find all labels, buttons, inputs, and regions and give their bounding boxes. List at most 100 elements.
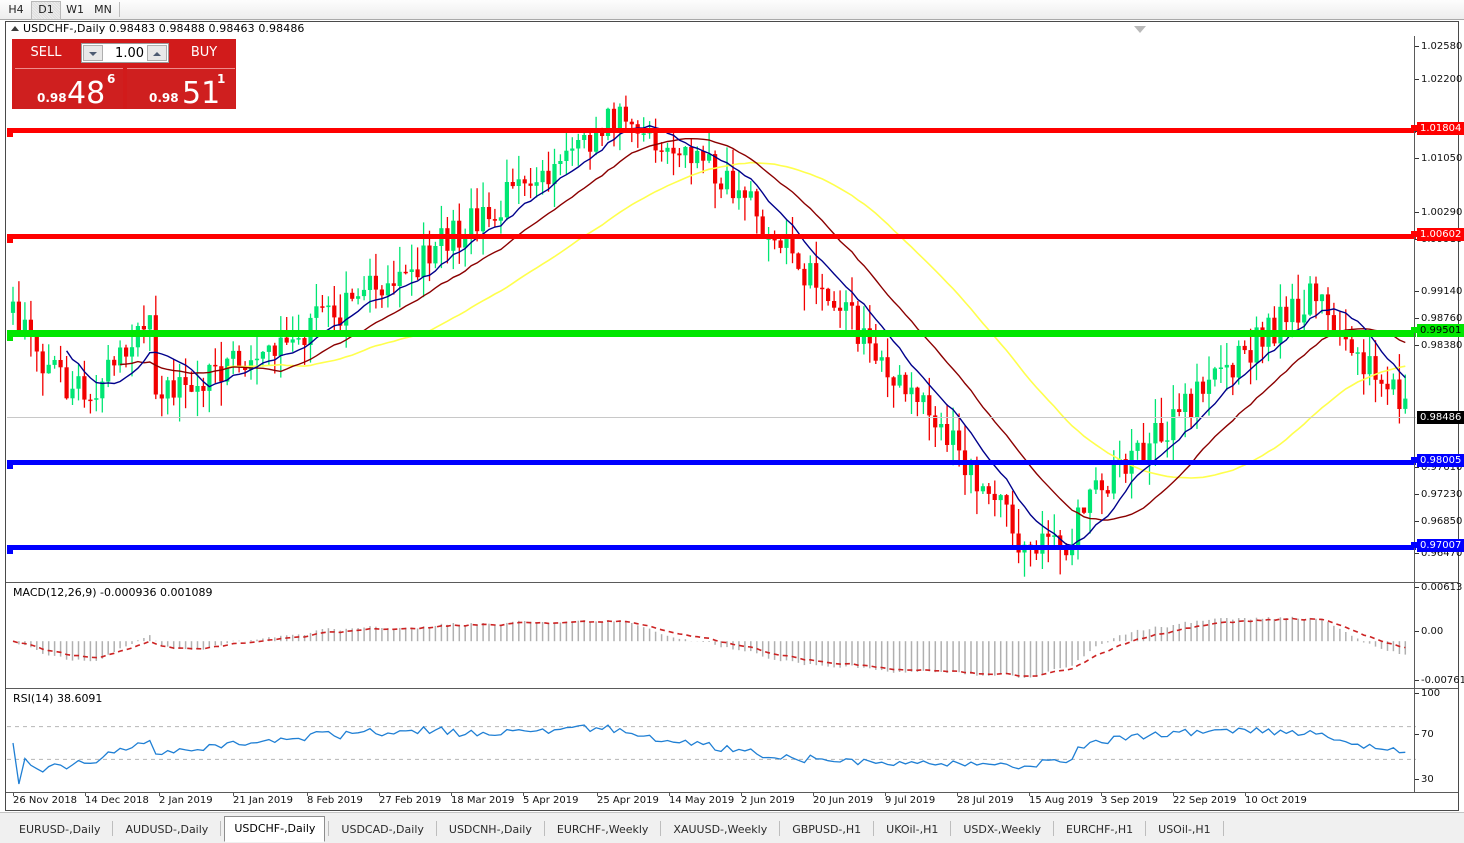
lot-decrement-button[interactable] — [83, 45, 103, 61]
macd-label: MACD(12,26,9) -0.000936 0.001089 — [13, 586, 213, 599]
buy-button[interactable]: BUY — [190, 45, 218, 60]
support-2-price-label[interactable]: 0.97007 — [1417, 539, 1464, 552]
macd-pane[interactable]: MACD(12,26,9) -0.000936 0.001089 — [7, 584, 1416, 688]
price-axis-tick: 0.96470 — [1415, 548, 1462, 560]
triangle-down-icon[interactable] — [1134, 26, 1146, 33]
macd-axis-tick: 0.00613 — [1415, 582, 1462, 594]
line-handle[interactable] — [7, 237, 13, 243]
date-axis-tick — [813, 793, 814, 796]
date-axis-label: 21 Jan 2019 — [233, 795, 293, 806]
timeframe-button-w1[interactable]: W1 — [66, 3, 84, 16]
date-axis-tick — [597, 793, 598, 796]
macd-axis-tick: -0.007612 — [1415, 675, 1464, 687]
candlestick-series — [10, 95, 1408, 577]
axis-level-marker — [1411, 457, 1417, 463]
date-axis-tick — [85, 793, 86, 796]
one-click-trading-panel[interactable]: SELL BUY 1.00 0.98 48 6 0.98 51 1 — [12, 39, 236, 109]
price-axis-tick: 1.02200 — [1415, 74, 1462, 86]
date-axis-tick — [523, 793, 524, 796]
support-line-1[interactable] — [7, 460, 1416, 469]
rsi-series — [7, 724, 1416, 785]
chart-tab-eurchf-h1[interactable]: EURCHF-,H1 — [1066, 823, 1134, 836]
rsi-axis-tick: 100 — [1415, 688, 1459, 700]
date-axis-tick — [451, 793, 452, 796]
date-axis-label: 22 Sep 2019 — [1173, 795, 1237, 806]
date-axis-label: 26 Nov 2018 — [13, 795, 78, 806]
tab-divider — [328, 821, 330, 836]
buy-price-prefix: 0.98 — [149, 91, 179, 105]
price-axis-tick: 0.98760 — [1415, 313, 1462, 325]
buy-price-big: 51 — [182, 76, 221, 109]
timeframe-button-h4[interactable]: H4 — [8, 3, 24, 16]
price-pane[interactable] — [7, 36, 1416, 582]
date-axis-tick — [379, 793, 380, 796]
date-axis-tick — [1029, 793, 1030, 796]
price-axis-tick: 1.00290 — [1415, 207, 1462, 219]
rsi-pane[interactable]: RSI(14) 38.6091 — [7, 690, 1416, 792]
date-axis-tick — [957, 793, 958, 796]
support-1-price-label[interactable]: 0.98005 — [1417, 454, 1464, 467]
date-axis-label: 20 Jun 2019 — [813, 795, 874, 806]
chart-tab-usdcnh-daily[interactable]: USDCNH-,Daily — [448, 823, 532, 836]
date-axis-tick — [741, 793, 742, 796]
toolbar-divider — [119, 2, 120, 17]
chart-tab-audusd-daily[interactable]: AUDUSD-,Daily — [125, 823, 209, 836]
chart-tab-usdx-weekly[interactable]: USDX-,Weekly — [963, 823, 1042, 836]
resistance-line-2[interactable] — [7, 234, 1416, 243]
tab-divider — [435, 821, 437, 836]
date-axis-tick — [233, 793, 234, 796]
chart-title-bar: USDCHF-,Daily 0.98483 0.98488 0.98463 0.… — [6, 22, 1458, 36]
line-handle[interactable] — [7, 463, 13, 469]
buy-price-button[interactable]: 0.98 51 1 — [127, 68, 235, 109]
date-axis-label: 28 Jul 2019 — [957, 795, 1014, 806]
line-handle[interactable] — [7, 548, 13, 554]
line-handle[interactable] — [7, 335, 13, 341]
support-line-2[interactable] — [7, 545, 1416, 554]
chart-tab-usdcad-daily[interactable]: USDCAD-,Daily — [341, 823, 424, 836]
chart-tab-ukoil-h1[interactable]: UKOil-,H1 — [886, 823, 939, 836]
resistance-1-price-label[interactable]: 1.01804 — [1417, 122, 1464, 135]
price-axis-tick: 1.02580 — [1415, 41, 1462, 53]
current-price-price-label[interactable]: 0.98486 — [1417, 411, 1464, 424]
tab-divider — [873, 821, 875, 836]
date-axis-label: 3 Sep 2019 — [1101, 795, 1159, 806]
date-axis-tick — [885, 793, 886, 796]
triangle-up-icon[interactable] — [11, 26, 19, 31]
price-axis-tick: 1.01050 — [1415, 153, 1462, 165]
tab-divider — [1053, 821, 1055, 836]
date-axis-tick — [1173, 793, 1174, 796]
tab-divider — [112, 821, 114, 836]
date-axis-label: 14 May 2019 — [669, 795, 735, 806]
lot-size-input[interactable]: 1.00 — [115, 46, 144, 61]
timeframe-button-mn[interactable]: MN — [94, 3, 112, 16]
sell-price-prefix: 0.98 — [37, 91, 67, 105]
chart-tab-usoil-h1[interactable]: USOil-,H1 — [1158, 823, 1211, 836]
sell-price-button[interactable]: 0.98 48 6 — [15, 68, 123, 109]
date-axis-tick — [669, 793, 670, 796]
axis-level-marker — [1411, 231, 1417, 237]
tab-divider — [779, 821, 781, 836]
chart-tab-eurusd-daily[interactable]: EURUSD-,Daily — [19, 823, 101, 836]
chart-tab-eurchf-weekly[interactable]: EURCHF-,Weekly — [556, 823, 649, 836]
chart-tab-gbpusd-h1[interactable]: GBPUSD-,H1 — [792, 823, 862, 836]
date-axis-label: 5 Apr 2019 — [523, 795, 579, 806]
sell-button[interactable]: SELL — [30, 45, 62, 60]
price-axis-tick: 0.97230 — [1415, 489, 1462, 501]
resistance-2-price-label[interactable]: 1.00602 — [1417, 228, 1464, 241]
price-axis[interactable]: 1.025801.022001.014401.010501.002900.999… — [1411, 36, 1464, 825]
lot-increment-button[interactable] — [147, 45, 167, 61]
lot-size-stepper[interactable]: 1.00 — [81, 43, 169, 63]
resistance-line-1[interactable] — [7, 128, 1416, 137]
line-handle[interactable] — [7, 131, 13, 137]
pane-separator — [6, 688, 1458, 689]
date-axis-label: 2 Jan 2019 — [159, 795, 213, 806]
chart-tab-usdchf-daily[interactable]: USDCHF-,Daily — [224, 816, 326, 842]
buy-price-point: 1 — [217, 72, 226, 86]
axis-level-marker — [1411, 542, 1417, 548]
rsi-axis-tick: 30 — [1415, 774, 1459, 786]
pivot-price-label[interactable]: 0.99501 — [1417, 324, 1464, 337]
macd-axis-tick: 0.00 — [1415, 626, 1459, 638]
chart-tab-xauusd-weekly[interactable]: XAUUSD-,Weekly — [673, 823, 768, 836]
timeframe-button-d1[interactable]: D1 — [31, 1, 61, 20]
pivot-line[interactable] — [7, 330, 1416, 341]
